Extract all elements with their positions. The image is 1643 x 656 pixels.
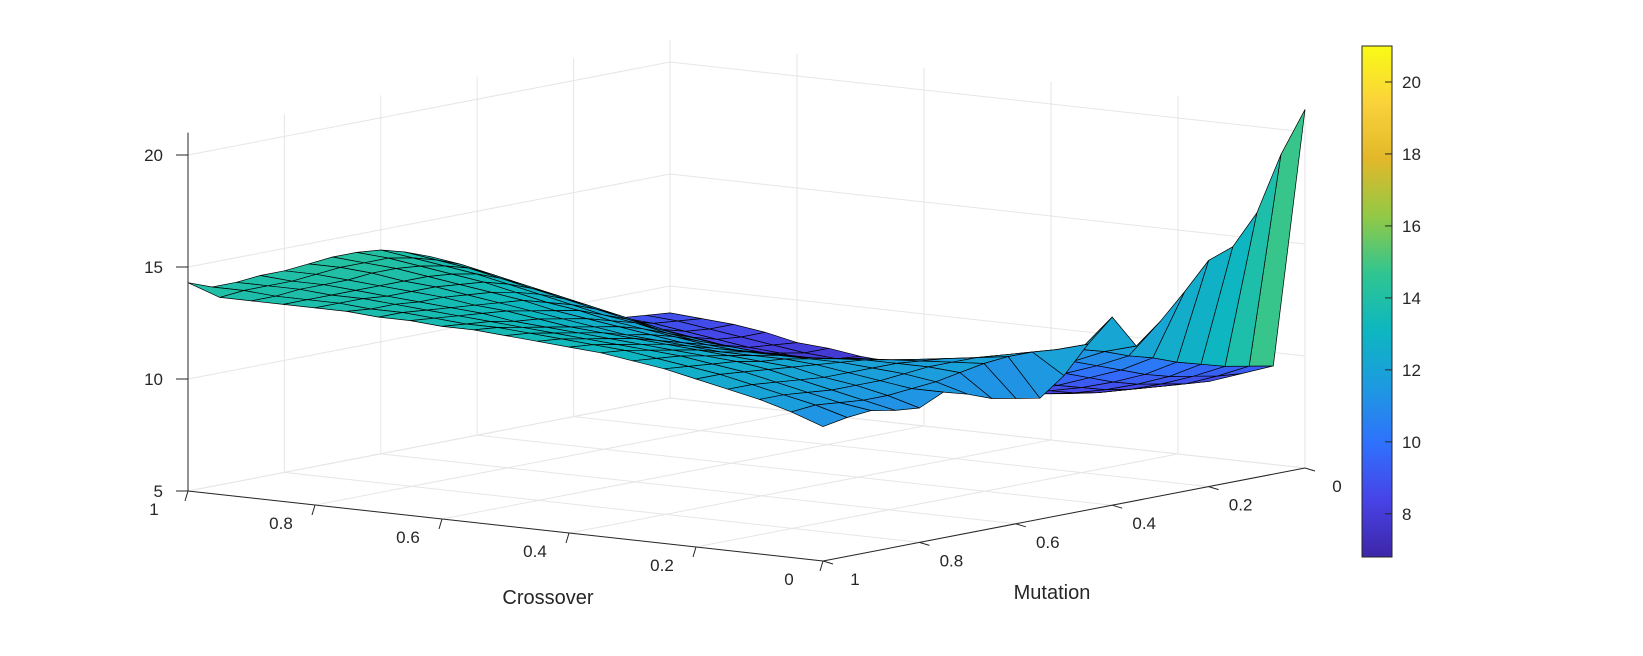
z-tick-label: 20: [144, 146, 163, 165]
x-axis-label: Crossover: [502, 587, 593, 609]
colorbar-tick-label: 10: [1402, 433, 1421, 452]
grid-line-x: [695, 95, 1179, 548]
x-tick-mark: [819, 560, 824, 572]
x-tick-mark: [565, 532, 570, 544]
y-tick-mark: [1112, 504, 1123, 509]
colorbar-tick-label: 8: [1402, 505, 1411, 524]
colorbar-tick-label: 18: [1402, 145, 1421, 164]
y-tick-label: 0.6: [1036, 533, 1060, 552]
surface-patch: [790, 404, 848, 427]
y-tick-mark: [1208, 486, 1219, 491]
x-axis-line: [187, 490, 824, 562]
y-tick-label: 0.8: [940, 551, 964, 570]
colorbar-tick-label: 16: [1402, 217, 1421, 236]
colorbar-tick-label: 14: [1402, 289, 1421, 308]
x-tick-label: 0: [784, 570, 793, 589]
x-tick-label: 0.4: [523, 542, 547, 561]
y-tick-mark: [1015, 523, 1026, 528]
surface-layer: [187, 109, 1306, 427]
y-tick-mark: [822, 560, 834, 565]
z-tick-label: 10: [144, 370, 163, 389]
grid-line-x: [568, 81, 1052, 534]
x-tick-mark: [438, 518, 443, 530]
y-tick-mark: [919, 541, 930, 546]
x-tick-mark: [692, 546, 697, 558]
grid-line-y: [669, 39, 1306, 469]
x-tick-label: 0.2: [650, 556, 674, 575]
colorbar-rect: [1361, 45, 1393, 558]
y-tick-mark: [1304, 467, 1316, 472]
grid-line-y: [380, 95, 1016, 525]
y-axis-label: Mutation: [1014, 582, 1091, 604]
x-tick-mark: [184, 490, 189, 502]
colorbar: 8 10 12 14 16 18 20: [1361, 45, 1421, 558]
surface-patch: [1080, 316, 1137, 352]
grid-line-y: [283, 114, 920, 543]
grid-line-z: [187, 61, 1306, 156]
y-tick-label: 1: [850, 570, 859, 589]
x-tick-label: 1: [149, 500, 158, 519]
colorbar-ticks: 8 10 12 14 16 18 20: [1385, 73, 1421, 524]
x-tick-label: 0.8: [269, 514, 293, 533]
grid-line-y: [476, 76, 1113, 506]
x-tick-mark: [311, 504, 316, 516]
axes-layer: [187, 132, 1306, 562]
z-tick-label: 5: [154, 482, 163, 501]
z-tick-label: 15: [144, 258, 163, 277]
colorbar-tick-label: 20: [1402, 73, 1421, 92]
grid-line-y: [573, 58, 1209, 488]
y-tick-label: 0: [1332, 477, 1341, 496]
x-tick-label: 0.6: [396, 528, 420, 547]
y-tick-label: 0.2: [1229, 496, 1253, 515]
y-axis-line: [822, 467, 1306, 562]
y-tick-label: 0.4: [1132, 514, 1156, 533]
grid-line-z: [187, 397, 1306, 492]
colorbar-tick-label: 12: [1402, 361, 1421, 380]
